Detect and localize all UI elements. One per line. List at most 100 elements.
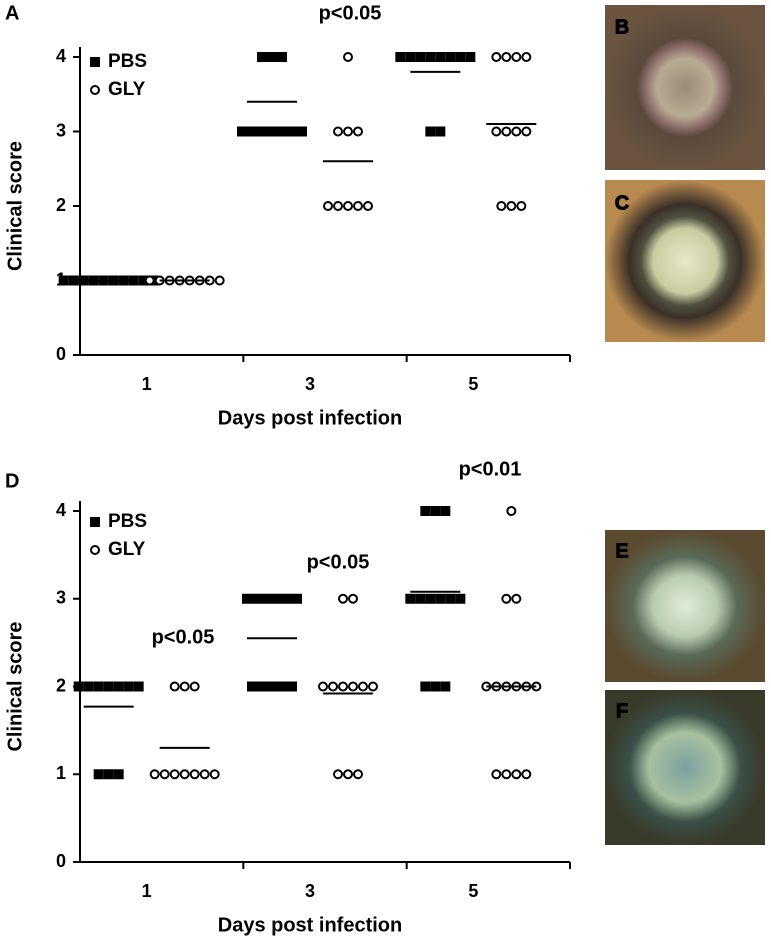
data-point: [363, 201, 373, 211]
data-point: [179, 681, 190, 692]
data-point: [465, 52, 476, 62]
data-point: [521, 126, 532, 137]
data-point: [133, 681, 144, 692]
data-point: [353, 201, 363, 211]
data-point: [521, 769, 532, 780]
photo-label: F: [616, 700, 628, 722]
annotation: p<0.01: [459, 458, 522, 480]
data-point: [440, 506, 451, 516]
data-point: [247, 681, 257, 692]
data-point: [358, 681, 368, 692]
data-point: [247, 126, 257, 137]
x-tick-label: 5: [468, 374, 478, 394]
data-point: [113, 681, 124, 692]
x-axis-label: Days post infection: [218, 407, 402, 429]
data-point: [521, 52, 532, 62]
data-point: [415, 593, 426, 604]
data-point: [420, 506, 431, 516]
data-point: [209, 769, 220, 780]
data-point: [501, 52, 512, 62]
data-point: [287, 681, 297, 692]
data-point: [491, 126, 502, 137]
data-point: [491, 769, 502, 780]
photo: [605, 180, 765, 342]
annotation: p<0.05: [152, 626, 215, 648]
x-tick-label: 3: [305, 881, 315, 901]
legend-label: PBS: [108, 51, 147, 72]
data-point: [338, 593, 348, 604]
legend-marker: [90, 517, 100, 527]
data-point: [318, 681, 328, 692]
data-point: [73, 681, 84, 692]
data-point: [103, 769, 114, 780]
data-point: [333, 126, 343, 137]
legend-label: GLY: [108, 79, 146, 100]
photo-label: B: [615, 16, 629, 38]
data-point: [214, 275, 225, 286]
y-tick-label: 2: [56, 675, 66, 695]
data-point: [353, 126, 363, 137]
data-point: [323, 201, 333, 211]
data-point: [496, 201, 507, 211]
x-tick-label: 1: [142, 374, 152, 394]
data-point: [144, 275, 155, 286]
data-point: [68, 275, 79, 286]
photo: [605, 530, 765, 682]
data-point: [257, 681, 267, 692]
data-point: [123, 681, 134, 692]
data-point: [113, 769, 124, 780]
data-point: [425, 52, 436, 62]
data-point: [287, 126, 297, 137]
data-point: [252, 593, 262, 604]
data-point: [277, 126, 287, 137]
data-point: [237, 126, 247, 137]
data-point: [169, 769, 180, 780]
data-point: [267, 681, 277, 692]
y-tick-label: 4: [56, 46, 66, 66]
data-point: [138, 275, 149, 286]
data-point: [242, 593, 252, 604]
data-point: [257, 52, 267, 62]
data-point: [169, 681, 180, 692]
data-point: [511, 769, 522, 780]
data-point: [267, 52, 277, 62]
data-point: [348, 593, 358, 604]
data-point: [292, 593, 302, 604]
data-point: [93, 681, 104, 692]
data-point: [58, 275, 69, 286]
data-point: [277, 52, 287, 62]
data-point: [405, 52, 416, 62]
data-point: [445, 593, 456, 604]
data-point: [511, 52, 522, 62]
panel-label: D: [5, 470, 19, 492]
data-point: [333, 769, 343, 780]
y-tick-label: 2: [56, 195, 66, 215]
data-point: [338, 681, 348, 692]
annotation: p<0.05: [319, 2, 382, 24]
x-axis-label: Days post infection: [218, 914, 402, 936]
data-point: [435, 593, 446, 604]
data-point: [277, 681, 287, 692]
data-point: [415, 52, 426, 62]
y-tick-label: 3: [56, 120, 66, 140]
y-tick-label: 0: [56, 851, 66, 871]
data-point: [93, 769, 104, 780]
data-point: [425, 126, 436, 137]
data-point: [272, 593, 282, 604]
photo-label: E: [615, 540, 628, 562]
data-point: [516, 201, 527, 211]
photo-label: C: [615, 192, 629, 214]
legend-marker: [90, 57, 100, 67]
data-point: [511, 126, 522, 137]
data-point: [440, 681, 451, 692]
data-point: [159, 769, 170, 780]
photo: [605, 5, 765, 170]
data-point: [262, 593, 272, 604]
data-point: [455, 52, 466, 62]
data-point: [83, 681, 94, 692]
y-tick-label: 1: [56, 763, 66, 783]
legend-marker: [90, 545, 100, 555]
data-point: [282, 593, 292, 604]
annotation: p<0.05: [307, 551, 370, 573]
